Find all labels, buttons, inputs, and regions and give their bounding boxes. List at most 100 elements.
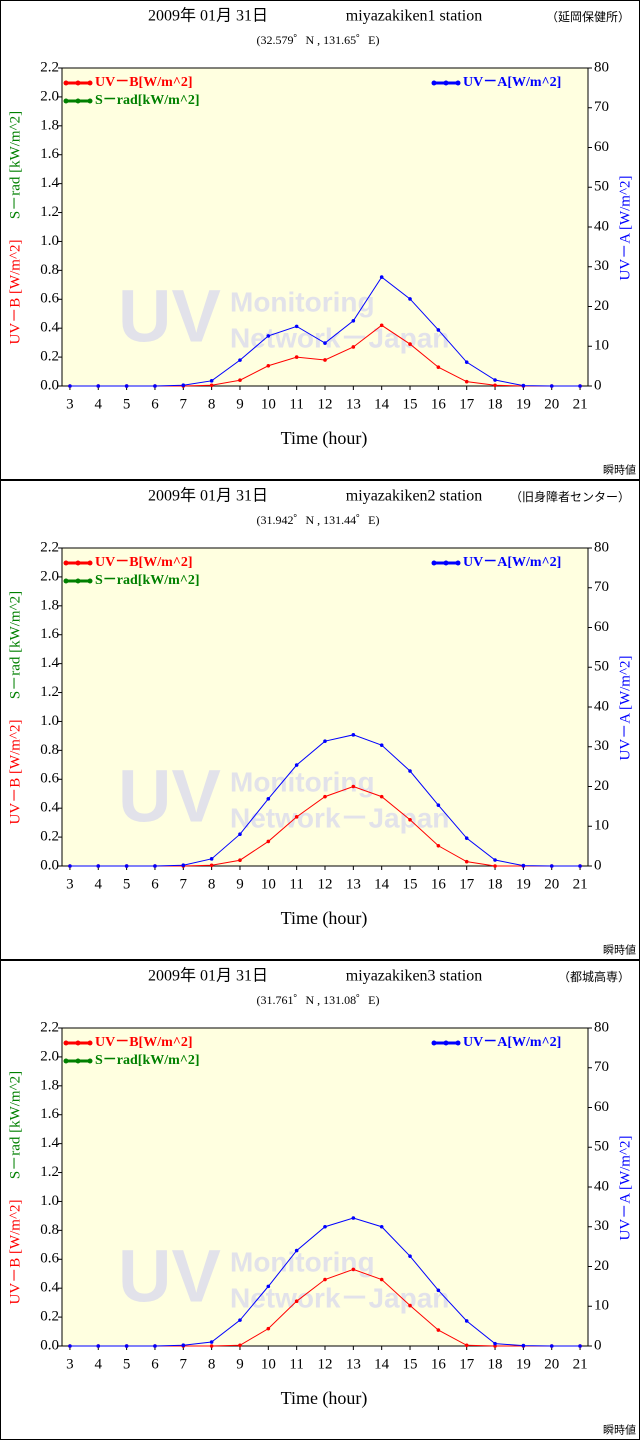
y-tick-label: 0.4 xyxy=(40,800,59,816)
watermark-text: UV xyxy=(118,275,221,358)
y-tick-label: 1.0 xyxy=(40,1193,59,1209)
y-tick-label: 0.8 xyxy=(40,1222,59,1238)
x-tick-label: 3 xyxy=(66,1356,74,1372)
point xyxy=(68,384,72,388)
x-tick-label: 6 xyxy=(151,396,159,412)
station: miyazakiken1 station xyxy=(346,8,482,25)
x-tick-label: 5 xyxy=(123,876,131,892)
y2-axis-label: UV－A [W/m^2] xyxy=(617,656,633,761)
point xyxy=(464,1343,469,1348)
y2-tick-label: 80 xyxy=(594,539,609,555)
point xyxy=(238,858,242,863)
y2-tick-label: 70 xyxy=(594,579,609,595)
legend-dot xyxy=(63,98,69,104)
y-axis-label: UV－B [W/m^2] xyxy=(7,720,23,825)
title: 2009年 01月 31日 xyxy=(148,7,268,25)
x-tick-label: 15 xyxy=(403,876,418,892)
legend-dot xyxy=(443,80,449,86)
legend-dot xyxy=(87,98,93,104)
y2-tick-label: 80 xyxy=(594,59,609,75)
point xyxy=(323,341,327,345)
x-tick-label: 11 xyxy=(289,396,303,412)
x-tick-label: 4 xyxy=(95,1356,103,1372)
point xyxy=(181,863,186,868)
point xyxy=(408,342,412,346)
legend-dot xyxy=(455,80,461,86)
y-tick-label: 0.2 xyxy=(40,1309,59,1325)
x-tick-label: 9 xyxy=(236,876,244,892)
y2-tick-label: 50 xyxy=(594,1139,609,1155)
coords: (32.579゜N , 131.65゜E) xyxy=(257,33,380,47)
x-tick-label: 13 xyxy=(346,876,361,892)
y2-tick-label: 30 xyxy=(594,1218,609,1234)
x-tick-label: 3 xyxy=(66,396,74,412)
y-tick-label: 0.0 xyxy=(40,377,59,393)
x-tick-label: 11 xyxy=(289,1356,303,1372)
x-tick-label: 10 xyxy=(261,396,276,412)
point xyxy=(238,832,242,836)
y2-tick-label: 10 xyxy=(594,338,609,354)
point xyxy=(549,1344,554,1348)
point xyxy=(493,383,497,388)
site: （都城高専） xyxy=(558,969,630,984)
point xyxy=(351,319,356,323)
point xyxy=(493,858,497,862)
x-tick-label: 9 xyxy=(236,396,244,412)
title: 2009年 01月 31日 xyxy=(148,487,268,505)
point xyxy=(578,1344,582,1348)
x-tick-label: 6 xyxy=(151,1356,159,1372)
y2-tick-label: 10 xyxy=(594,1298,609,1314)
x-tick-label: 20 xyxy=(544,876,559,892)
legend-dot xyxy=(63,578,69,584)
y-tick-label: 1.2 xyxy=(40,1164,59,1180)
x-axis-label: Time (hour) xyxy=(281,428,368,449)
point xyxy=(493,378,497,382)
x-tick-label: 5 xyxy=(123,1356,131,1372)
point xyxy=(464,1319,469,1323)
point xyxy=(294,815,299,819)
y2-tick-label: 40 xyxy=(594,1178,609,1194)
point xyxy=(209,863,214,868)
point xyxy=(379,743,384,747)
y-tick-label: 0.6 xyxy=(40,1251,59,1267)
watermark-text: Network－Japan xyxy=(230,1282,449,1313)
watermark-text: Monitoring xyxy=(230,766,375,797)
x-tick-label: 21 xyxy=(573,1356,588,1372)
point xyxy=(323,794,327,799)
legend-label: UV－B[W/m^2] xyxy=(95,75,193,90)
point xyxy=(238,1318,242,1322)
y-tick-label: 0.0 xyxy=(40,857,59,873)
point xyxy=(96,1344,101,1348)
x-tick-label: 9 xyxy=(236,1356,244,1372)
legend-dot xyxy=(87,560,93,566)
x-tick-label: 17 xyxy=(459,876,475,892)
point xyxy=(436,365,441,370)
y-tick-label: 1.4 xyxy=(40,175,59,191)
x-tick-label: 19 xyxy=(516,396,531,412)
legend-dot xyxy=(87,1040,93,1046)
y-tick-label: 1.2 xyxy=(40,204,59,220)
point xyxy=(294,1299,299,1303)
watermark-text: UV xyxy=(118,1235,221,1318)
legend-dot xyxy=(63,560,69,566)
point xyxy=(294,763,299,767)
y-tick-label: 1.2 xyxy=(40,684,59,700)
note: 瞬時値 xyxy=(603,464,636,477)
y-tick-label: 2.0 xyxy=(40,88,59,104)
legend-dot xyxy=(443,560,449,566)
legend-dot xyxy=(87,80,93,86)
x-tick-label: 10 xyxy=(261,1356,276,1372)
y2-tick-label: 70 xyxy=(594,99,609,115)
x-tick-label: 14 xyxy=(374,1356,390,1372)
point xyxy=(238,358,242,362)
y-tick-label: 1.6 xyxy=(40,146,59,162)
x-axis-label: Time (hour) xyxy=(281,1388,368,1409)
point xyxy=(408,297,412,301)
point xyxy=(351,733,356,737)
point xyxy=(464,859,469,864)
point xyxy=(323,358,327,362)
point xyxy=(436,843,441,848)
point xyxy=(181,1343,186,1348)
y-axis-label-2: S－rad [kW/m^2] xyxy=(7,111,23,219)
point xyxy=(153,864,157,868)
